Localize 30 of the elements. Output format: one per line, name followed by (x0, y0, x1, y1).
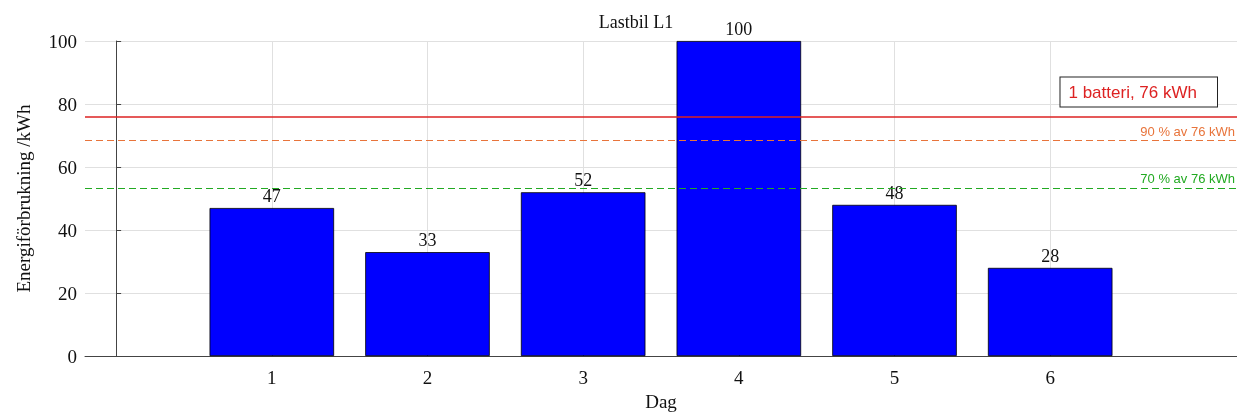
bar (987, 267, 1113, 357)
data-label: 100 (725, 19, 753, 39)
bar (832, 204, 957, 357)
y-tick-label: 100 (48, 30, 77, 52)
x-tick-label: 1 (267, 367, 277, 389)
ref-line-label: 70 % av 76 kWh (1140, 171, 1235, 187)
x-tick-label: 6 (1045, 367, 1055, 389)
data-label: 47 (262, 186, 281, 206)
data-label: 33 (418, 230, 437, 251)
bar (520, 192, 646, 357)
bar (365, 252, 490, 357)
data-label: 48 (885, 182, 904, 203)
x-tick-label: 3 (578, 367, 588, 389)
x-axis-title: Dag (645, 391, 678, 412)
x-tick-label: 4 (734, 367, 745, 389)
chart-title: Lastbil L1 (598, 12, 674, 32)
data-label: 28 (1041, 245, 1060, 266)
x-tick-label: 5 (889, 367, 900, 389)
bar (676, 41, 802, 357)
ref-line-label: 90 % av 76 kWh (1140, 123, 1235, 139)
y-tick-label: 80 (58, 93, 77, 115)
y-axis-title: Energiförbrukning /kWh (13, 104, 34, 293)
data-label: 52 (574, 170, 593, 191)
y-tick-label: 60 (58, 156, 77, 178)
y-tick-label: 0 (67, 345, 77, 367)
ref-line-label: 1 batteri, 76 kWh (1068, 82, 1197, 102)
y-tick-label: 20 (58, 282, 77, 304)
bar (209, 208, 335, 357)
x-tick-label: 2 (422, 367, 433, 389)
y-tick-label: 40 (58, 219, 77, 241)
